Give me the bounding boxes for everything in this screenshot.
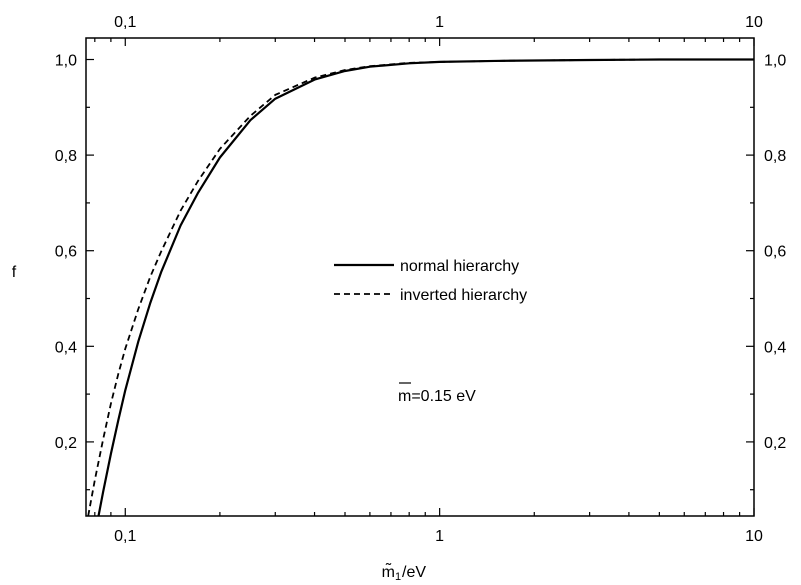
x-top-tick-label: 1 (435, 14, 444, 31)
y-right-tick-label: 0,6 (764, 244, 786, 261)
y-right-tick-label: 0,4 (764, 339, 786, 356)
legend-label-inverted: inverted hierarchy (400, 287, 527, 304)
x-top-tick-label: 10 (745, 14, 763, 31)
annotation-text: m=0.15 eV (398, 388, 476, 405)
x-axis-label-main: m̃ (382, 561, 395, 581)
series-line-inverted-hierarchy (87, 58, 754, 517)
x-tick-label: 0,1 (114, 528, 136, 545)
y-right-tick-label: 0,8 (764, 148, 786, 165)
y-tick-label: 0,4 (55, 339, 77, 356)
x-axis-label: m̃ 1 /eV (382, 561, 427, 583)
y-tick-label: 1,0 (55, 53, 77, 70)
x-axis-label-subscript: 1 (395, 571, 401, 583)
x-axis-label-unit: /eV (402, 564, 426, 581)
y-axis-label: f (12, 264, 17, 281)
y-tick-label: 0,6 (55, 244, 77, 261)
annotation-mass: m=0.15 eV (398, 382, 476, 405)
legend-label-normal: normal hierarchy (400, 258, 519, 275)
legend: normal hierarchy inverted hierarchy (334, 258, 527, 304)
svg-text:m̃: m̃ (382, 561, 395, 581)
x-top-tick-label: 0,1 (114, 14, 136, 31)
series-layer (87, 58, 754, 517)
axis-tick-labels: 0,1 1 10 0,1 1 10 0,2 0,2 0,4 0,4 0,6 0,6 0,8 0,8 1,0 1… (55, 14, 787, 545)
y-right-tick-label: 0,2 (764, 435, 786, 452)
axis-ticks (86, 38, 755, 516)
y-tick-label: 0,2 (55, 435, 77, 452)
plot-frame (85, 37, 755, 517)
y-tick-label: 0,8 (55, 148, 77, 165)
y-right-tick-label: 1,0 (764, 53, 786, 70)
x-tick-label: 1 (435, 528, 444, 545)
series-line-normal-hierarchy (97, 58, 754, 517)
x-tick-label: 10 (745, 528, 763, 545)
